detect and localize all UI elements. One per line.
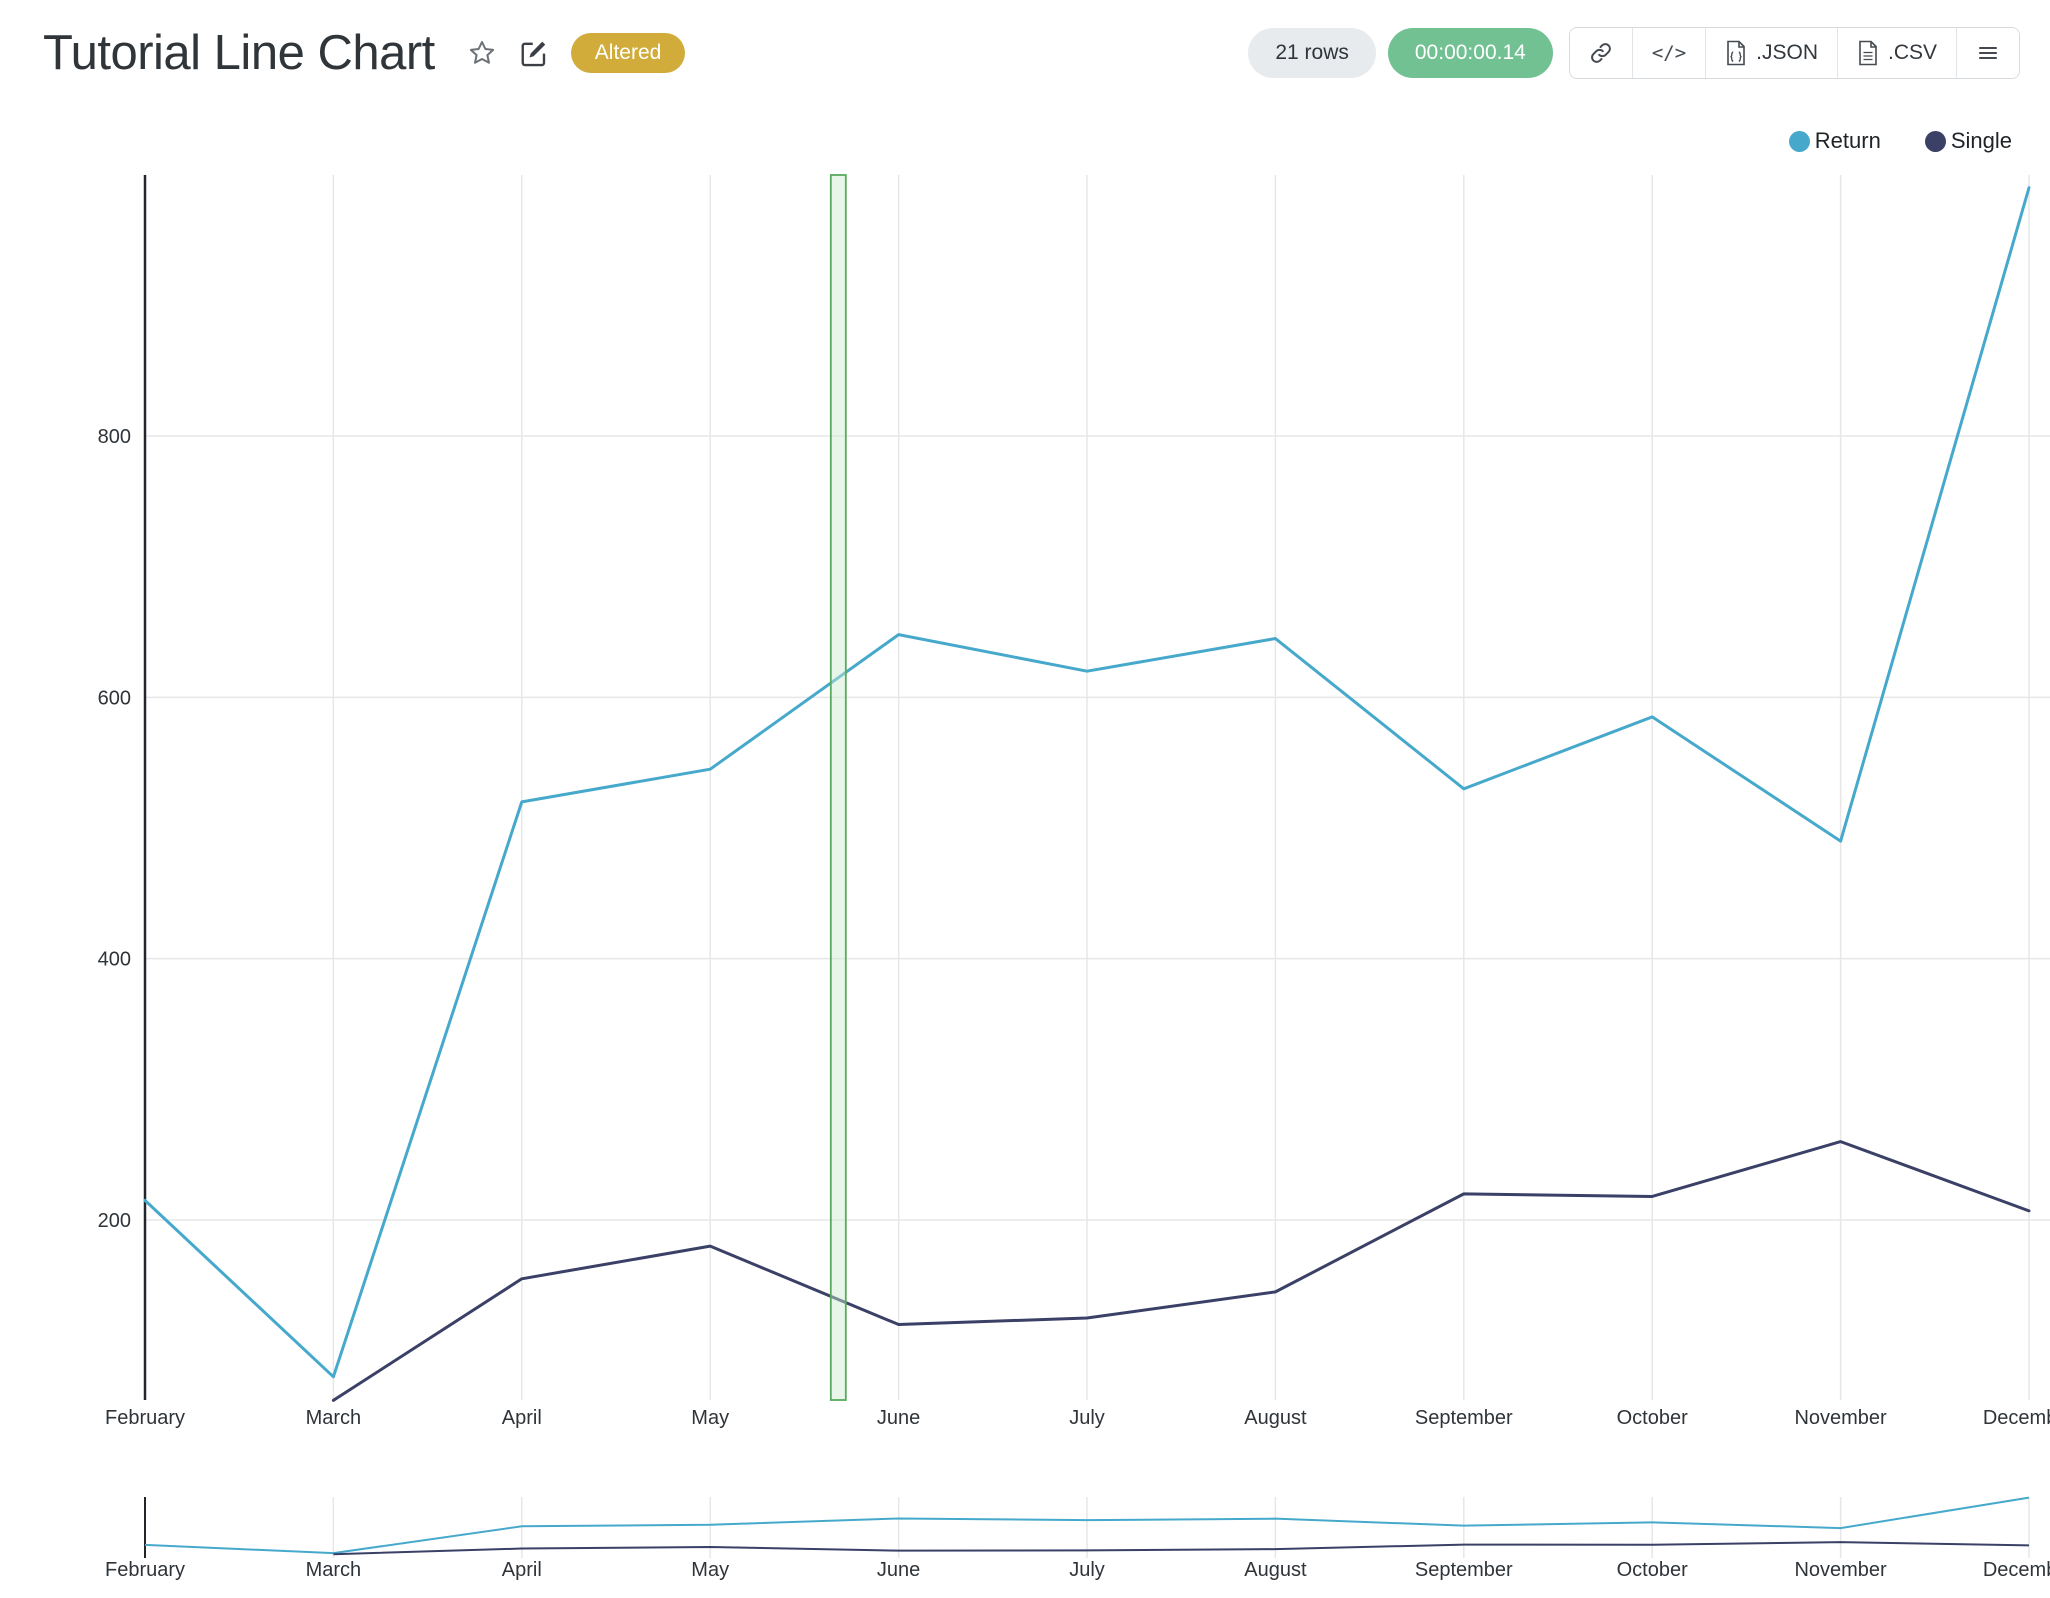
minimap-x-tick-label: September (1415, 1559, 1513, 1581)
menu-button[interactable] (1956, 27, 2019, 78)
hamburger-menu-icon (1978, 46, 1998, 59)
x-axis-tick-label: April (502, 1407, 542, 1429)
link-icon (1590, 42, 1611, 63)
download-json-button[interactable]: .JSON (1705, 27, 1837, 78)
minimap-x-tick-label: March (306, 1559, 362, 1581)
legend-label-return: Return (1814, 128, 1881, 153)
minimap-x-tick-label: May (691, 1559, 729, 1581)
toolbar: Tutorial Line Chart Altered 21 rows 00:0… (0, 0, 2050, 105)
x-axis-tick-label: November (1794, 1407, 1887, 1429)
toolbar-right: 21 rows 00:00:00.14 </> .JSON (1248, 26, 2020, 79)
minimap-x-tick-label: October (1617, 1559, 1688, 1581)
minimap-x-tick-label: August (1244, 1559, 1307, 1581)
x-axis-tick-label: June (877, 1407, 920, 1429)
single-series-dot (1924, 130, 1946, 152)
minimap-x-tick-label: November (1794, 1559, 1887, 1581)
legend-label-single: Single (1950, 128, 2012, 153)
embed-code-button[interactable]: </> (1631, 27, 1706, 78)
x-axis-tick-label: July (1069, 1407, 1105, 1429)
minimap-x-tick-label: December (1983, 1559, 2050, 1581)
minimap-x-tick-label: February (105, 1559, 185, 1581)
x-axis-tick-label: March (306, 1407, 362, 1429)
pencil-edit-icon (521, 41, 546, 66)
highlight-marker-bar[interactable] (829, 174, 847, 1401)
export-button-group: </> .JSON .CSV (1568, 26, 2020, 79)
minimap-x-tick-label: June (877, 1559, 920, 1581)
y-axis-tick-label: 400 (98, 949, 131, 971)
csv-file-icon (1859, 40, 1877, 65)
edit-button[interactable] (515, 34, 553, 72)
x-axis-tick-label: December (1983, 1407, 2050, 1429)
x-axis-tick-label: October (1617, 1407, 1688, 1429)
x-axis-tick-label: February (105, 1407, 185, 1429)
x-axis-tick-label: May (691, 1407, 729, 1429)
series-line-return[interactable] (143, 186, 2031, 1379)
elapsed-time-badge: 00:00:00.14 (1387, 27, 1553, 78)
x-axis-tick-label: August (1244, 1407, 1307, 1429)
row-count-badge: 21 rows (1248, 27, 1376, 78)
star-icon (469, 40, 494, 64)
link-button[interactable] (1569, 27, 1632, 78)
status-badge: Altered (570, 32, 686, 73)
y-axis-tick-label: 200 (98, 1210, 131, 1232)
x-axis-tick-label: September (1415, 1407, 1513, 1429)
legend-item-return[interactable]: Return (1788, 128, 1881, 154)
download-json-label: .JSON (1756, 40, 1818, 64)
download-csv-button[interactable]: .CSV (1836, 27, 1956, 78)
y-axis-tick-label: 600 (98, 687, 131, 709)
series-line-single[interactable] (331, 1140, 2031, 1402)
download-csv-label: .CSV (1887, 40, 1937, 64)
minimap-x-tick-label: April (502, 1559, 542, 1581)
chart-legend: Return Single (1788, 128, 2012, 154)
minimap-x-tick-label: July (1069, 1559, 1105, 1581)
json-file-icon (1727, 40, 1745, 65)
return-series-dot (1788, 130, 1810, 152)
code-icon: </> (1651, 41, 1687, 64)
page-title: Tutorial Line Chart (43, 25, 435, 80)
minimap-series-line-return (144, 1496, 2030, 1555)
favorite-star-icon[interactable] (463, 34, 501, 72)
y-axis-tick-label: 800 (98, 426, 131, 448)
legend-item-single[interactable]: Single (1924, 128, 2012, 154)
minimap-series-line-single (333, 1541, 2030, 1556)
